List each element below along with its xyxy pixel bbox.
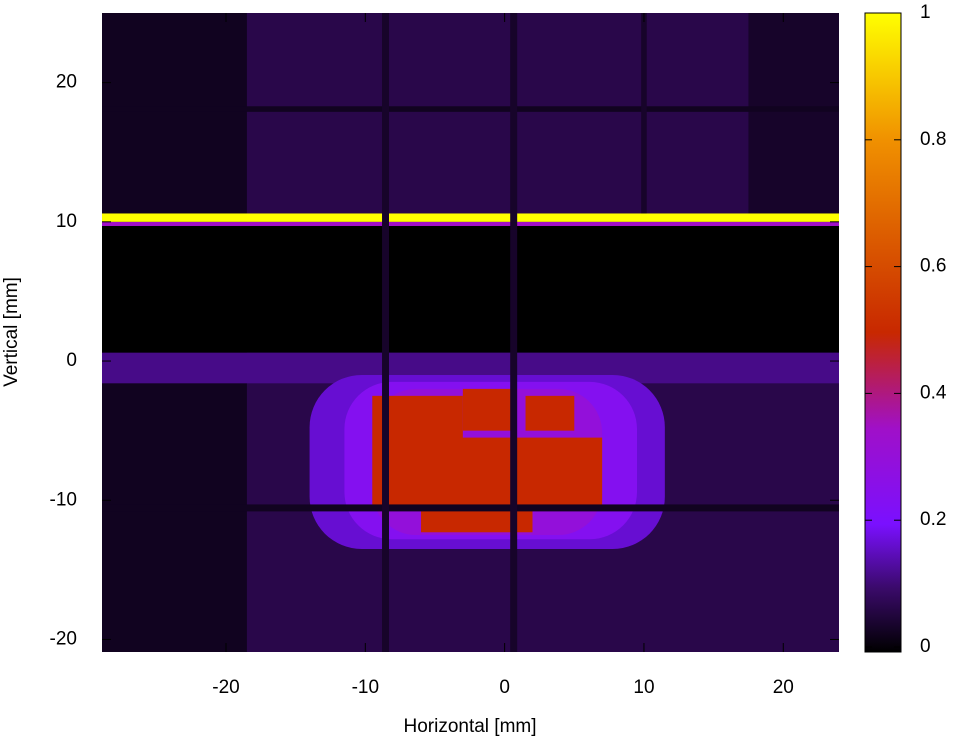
heatmap-cell: [421, 510, 533, 533]
x-tick-label: 10: [633, 677, 654, 698]
heatmap-cell: [510, 13, 518, 652]
x-axis-label: Horizontal [mm]: [403, 716, 536, 737]
colorbar-tick-label: 1: [920, 2, 931, 23]
heatmap-cell: [641, 13, 647, 214]
y-tick-label: 10: [56, 211, 77, 232]
y-axis-label: Vertical [mm]: [1, 277, 22, 387]
x-tick-label: -20: [212, 677, 239, 698]
colorbar-tick-label: 0.6: [920, 256, 946, 277]
heatmap-cell: [102, 221, 839, 226]
colorbar-tick-label: 0.8: [920, 129, 946, 150]
x-tick-label: -10: [352, 677, 379, 698]
colorbar-tick-label: 0.4: [920, 382, 947, 403]
heatmap-cell: [525, 395, 575, 431]
y-tick-label: -10: [50, 489, 77, 510]
heatmap-cell: [382, 13, 389, 652]
heatmap-cell: [102, 106, 839, 112]
colorbar-tick-label: 0: [920, 636, 931, 657]
heatmap-cell: [102, 224, 839, 353]
y-tick-label: 20: [56, 72, 77, 93]
heatmap-cell: [102, 504, 839, 512]
y-tick-label: -20: [50, 628, 77, 649]
heatmap-cell: [462, 388, 512, 431]
y-tick-label: 0: [66, 350, 77, 371]
colorbar-tick-label: 0.2: [920, 509, 946, 530]
colorbar: [864, 12, 902, 653]
heatmap: [102, 13, 839, 652]
heatmap-cell: [102, 213, 839, 222]
x-tick-label: 0: [499, 677, 510, 698]
heatmap-cell: [748, 13, 839, 215]
x-tick-label: 20: [773, 677, 794, 698]
